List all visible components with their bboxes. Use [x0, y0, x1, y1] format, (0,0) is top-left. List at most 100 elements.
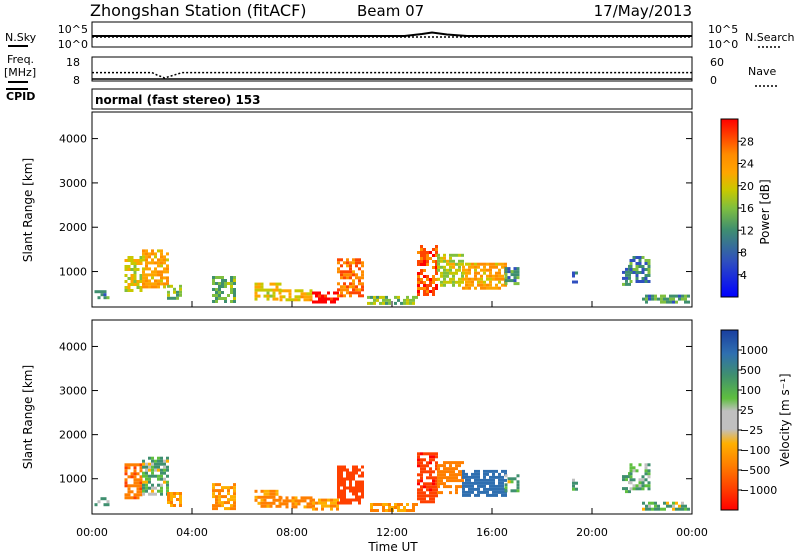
power-cell [346, 258, 349, 262]
vel-cell [340, 468, 343, 472]
vel-cell [423, 500, 426, 504]
power-cell [641, 271, 645, 274]
vel-cell [272, 489, 276, 493]
vel-cell [151, 489, 154, 493]
vel-cell [471, 490, 474, 494]
power-patch-7 [312, 291, 339, 304]
power-cell [477, 277, 480, 281]
vel-cell [160, 462, 163, 466]
power-cell [142, 249, 145, 253]
vel-cell [483, 487, 486, 491]
power-cell [446, 262, 449, 266]
vel-cell [142, 480, 145, 484]
vel-cell [100, 497, 104, 501]
power-cell [133, 274, 137, 277]
vel-cell [279, 502, 283, 506]
power-cell [352, 258, 355, 262]
vel-cell [452, 467, 455, 471]
vel-cell [483, 475, 486, 479]
power-cell [379, 295, 382, 299]
power-patch-1 [124, 256, 143, 292]
power-cell [412, 301, 415, 305]
power-cell [127, 283, 131, 286]
power-cell [426, 251, 429, 254]
power-patch-11 [437, 253, 464, 287]
vel-cell [218, 489, 221, 493]
vel-cell [423, 452, 426, 456]
vel-cell [429, 461, 432, 465]
vel-cell [103, 497, 107, 501]
power-cell [429, 251, 432, 254]
power-cell [306, 298, 310, 302]
frequency-line [92, 71, 692, 79]
power-cell [513, 270, 517, 274]
vel-cell [403, 506, 406, 509]
power-cell [429, 278, 432, 281]
power-cell [218, 288, 221, 291]
power-cell [687, 300, 690, 304]
power-cell [321, 300, 324, 304]
xtick-label: 16:00 [476, 526, 508, 539]
vel-cell [632, 484, 636, 488]
vel-cell [145, 486, 148, 490]
power-cell [157, 285, 160, 289]
vel-cell [435, 455, 438, 459]
vel-cell [321, 501, 324, 505]
power-cell [443, 280, 446, 284]
vel-cell [215, 501, 218, 505]
vel-cell [230, 504, 233, 508]
vel-cell [495, 469, 498, 473]
power-cell [212, 294, 215, 297]
power-cell [504, 273, 508, 277]
power-cell [275, 297, 279, 301]
vel-cell [218, 492, 221, 496]
power-cell [423, 248, 426, 251]
vel-cell [309, 499, 313, 503]
power-cell [163, 276, 166, 280]
vel-cell [303, 496, 307, 500]
vel-cell [486, 478, 489, 482]
vel-cell [352, 477, 355, 481]
vel-cell [455, 476, 458, 480]
vel-cell [230, 498, 233, 502]
power-cell [349, 270, 352, 274]
vel-cell [163, 477, 166, 481]
vel-cell [142, 462, 145, 466]
power-cell [483, 271, 486, 275]
power-cell [272, 288, 276, 292]
vel-cell [492, 472, 495, 476]
vel-cell [324, 504, 327, 508]
power-patch-4 [212, 276, 236, 303]
vel-cell [291, 502, 295, 506]
vel-cell [136, 472, 140, 476]
vel-cell [145, 462, 148, 466]
power-cell [420, 281, 423, 284]
vel-cell [455, 488, 458, 492]
power-cell [343, 282, 346, 286]
vel-cell [139, 484, 143, 488]
vel-cell [426, 485, 429, 489]
power-cell [420, 260, 423, 263]
vel-cell [349, 474, 352, 478]
power-cell [507, 270, 511, 274]
vel-cell [300, 499, 304, 503]
vel-cell [218, 501, 221, 505]
vel-cell [429, 482, 432, 486]
power-cell [477, 283, 480, 287]
power-cell [406, 301, 409, 305]
power-cell [303, 292, 307, 296]
power-cell [462, 265, 465, 269]
power-cell [157, 249, 160, 253]
vel-cell [437, 482, 440, 486]
vel-cell [297, 499, 301, 503]
power-cell [458, 253, 461, 257]
vel-cell [632, 487, 636, 491]
vel-cell [492, 481, 495, 485]
vel-cell [166, 486, 169, 490]
power-cell [641, 265, 645, 268]
power-cell [337, 261, 340, 265]
power-patch-8 [337, 258, 364, 298]
vel-cell [343, 486, 346, 490]
power-cell [507, 276, 511, 280]
vel-cell [133, 475, 137, 479]
